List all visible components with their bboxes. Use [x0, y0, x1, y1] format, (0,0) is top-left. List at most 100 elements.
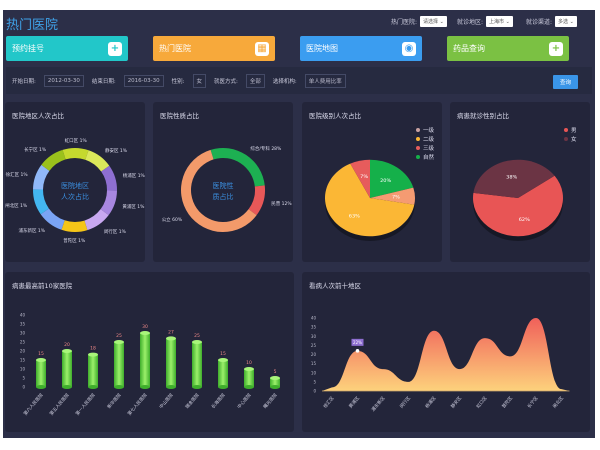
card-1[interactable]: 热门医院 ▦: [153, 36, 275, 61]
pie-slice[interactable]: [370, 187, 415, 205]
y-tick-label: 20: [20, 349, 26, 354]
query-button[interactable]: 查询: [552, 75, 578, 89]
donut-slice[interactable]: [101, 165, 118, 191]
hospital-select[interactable]: 请选择 ⌄: [420, 16, 447, 27]
start-date-input[interactable]: 2012-03-30: [43, 74, 84, 87]
bar-base: [192, 385, 202, 389]
donut-slice[interactable]: [61, 220, 88, 232]
x-tick-label: 新华医院: [106, 391, 123, 410]
bar[interactable]: [270, 378, 280, 387]
card-icon: ▦: [255, 41, 269, 56]
card-icon: +: [549, 41, 563, 56]
slice-label: 民营 12%: [271, 200, 292, 207]
x-tick-label: 杨浦区: [423, 394, 437, 409]
card-label: 预约挂号: [12, 44, 44, 53]
y-tick-label: 15: [20, 358, 26, 363]
bar-value-label: 27: [168, 329, 174, 335]
pie-slice[interactable]: [473, 175, 563, 237]
slice-label: 杨浦区 1%: [123, 172, 145, 179]
legend-label[interactable]: 自然: [423, 153, 435, 161]
bar[interactable]: [36, 360, 46, 387]
y-tick-label: 30: [20, 331, 26, 336]
donut-slice[interactable]: [41, 149, 66, 171]
x-tick-label: 瑞金医院: [184, 391, 201, 410]
pie-slice[interactable]: [325, 163, 415, 237]
annotation-label: 22%: [353, 340, 362, 345]
pie-slice[interactable]: [473, 159, 555, 198]
legend-marker: [416, 137, 420, 141]
gender-pie-panel: 病患就诊性别占比 62% 38% 男女: [450, 102, 590, 262]
card-2[interactable]: 医院地图 ◉: [300, 36, 422, 61]
bar-value-label: 10: [246, 360, 252, 366]
slice-label: 虹口区 1%: [65, 137, 88, 144]
region-select-group: 就诊地区: 上海市 ⌄: [457, 16, 513, 27]
annotation-badge: [351, 338, 364, 346]
bar[interactable]: [218, 360, 228, 387]
bar[interactable]: [244, 369, 254, 387]
bar[interactable]: [114, 342, 124, 387]
legend-label[interactable]: 二级: [423, 135, 435, 143]
slice-label: 63%: [349, 214, 361, 219]
slice-label: 综合/专科 28%: [250, 145, 282, 152]
donut-slice[interactable]: [33, 164, 50, 190]
donut-slice[interactable]: [100, 190, 117, 216]
bar-cap: [62, 349, 72, 353]
top-regions-area-panel: 看病人次前十地区 0 5 10 15 20 25 30 35 40 22% 徐汇区 黄浦区 浦东新区 闵行区…: [302, 272, 590, 432]
card-0[interactable]: 预约挂号 +: [6, 36, 128, 61]
legend-label[interactable]: 男: [571, 127, 577, 134]
channel-select[interactable]: 多选 ⌄: [555, 16, 578, 27]
y-tick-label: 25: [311, 343, 317, 348]
slice-label: 长宁区 1%: [24, 146, 47, 153]
area-series[interactable]: [322, 318, 570, 391]
legend-label[interactable]: 三级: [423, 144, 435, 152]
bar-cap: [166, 336, 176, 341]
page-title: 热门医院: [6, 18, 59, 33]
legend-label[interactable]: 一级: [423, 126, 435, 134]
gender-select[interactable]: 女: [192, 73, 207, 88]
slice-label: 静安区 1%: [105, 147, 128, 154]
bar-base: [270, 385, 280, 389]
x-tick-label: 第一人民医院: [74, 391, 97, 417]
bar[interactable]: [140, 333, 150, 387]
bar-cap: [140, 331, 150, 335]
donut-slice[interactable]: [248, 185, 265, 216]
y-tick-label: 10: [20, 367, 26, 372]
donut-slice[interactable]: [33, 189, 49, 215]
bar[interactable]: [192, 342, 202, 387]
pie-slice[interactable]: [370, 159, 414, 198]
slice-label: 浦东新区 1%: [18, 227, 45, 234]
hospital-select-label: 热门医院:: [391, 19, 418, 26]
mode-select[interactable]: 全部: [245, 73, 265, 88]
card-icon: ◉: [402, 41, 416, 56]
level-pie-panel: 医院级别人次占比 20% 7% 63% 7% 一级 二级 三级 自然: [302, 102, 442, 262]
bar-cap: [244, 367, 254, 371]
region-donut-panel: 医院地区人次占比 虹口区 1% 静安区 1% 杨浦区 1% 黄浦区 1% 闵行区 1% 普陀…: [5, 102, 146, 262]
chart-title: 医院性质占比: [160, 112, 199, 120]
x-tick-label: 闵行区: [398, 394, 412, 409]
bar-value-label: 25: [194, 333, 200, 339]
donut-center-label: 医院性: [213, 181, 234, 190]
donut-slice[interactable]: [84, 209, 109, 231]
org-select[interactable]: 单人费用比率: [304, 73, 346, 88]
donut-slice[interactable]: [62, 148, 89, 160]
y-tick-label: 15: [311, 361, 317, 366]
donut-slice[interactable]: [40, 208, 65, 230]
y-tick-label: 40: [311, 316, 317, 321]
x-tick-label: 闸北区: [551, 394, 565, 409]
donut-slice[interactable]: [85, 150, 110, 172]
donut-center-label: 人次占比: [61, 192, 89, 201]
x-tick-label: 黄浦区: [347, 394, 361, 409]
card-3[interactable]: 药品查询 +: [447, 36, 569, 61]
slice-label: 普陀区 1%: [63, 237, 86, 244]
donut-slice[interactable]: [210, 148, 265, 187]
x-tick-label: 静安区: [449, 394, 463, 409]
bar[interactable]: [88, 354, 98, 387]
bar[interactable]: [166, 338, 176, 387]
data-point-marker[interactable]: [355, 349, 360, 353]
legend-label[interactable]: 女: [571, 135, 577, 143]
bar-cap: [218, 358, 228, 362]
bar[interactable]: [62, 351, 72, 387]
end-date-input[interactable]: 2016-03-30: [123, 74, 164, 87]
pie-slice[interactable]: [350, 159, 370, 198]
region-select[interactable]: 上海市 ⌄: [486, 16, 513, 27]
